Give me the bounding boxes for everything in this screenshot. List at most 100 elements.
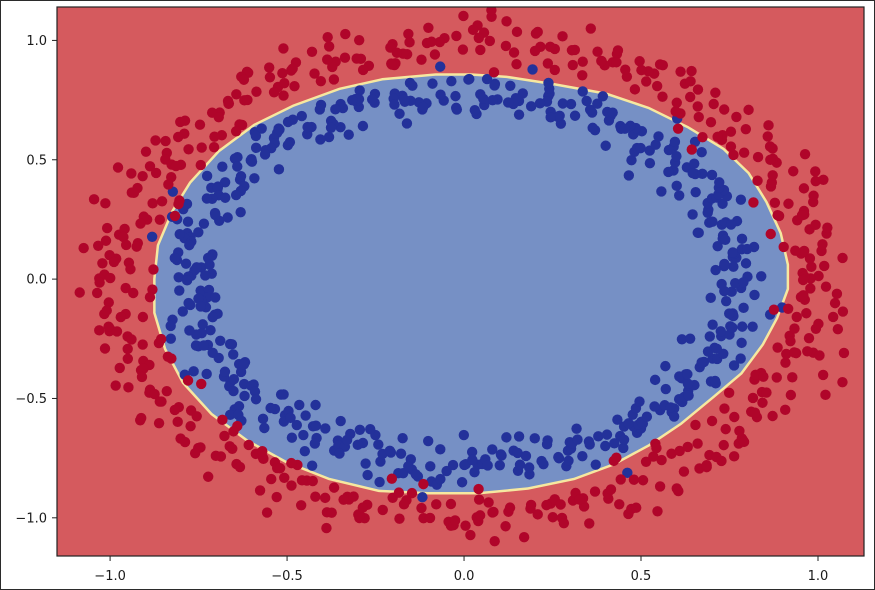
outer-ring-point (264, 72, 276, 83)
outer-ring-point (97, 258, 108, 269)
inner-ring-point (239, 390, 250, 402)
outer-ring-point (810, 219, 821, 231)
outer-ring-point (532, 509, 543, 520)
inner-ring-point (226, 339, 238, 350)
outer-ring-point (328, 74, 340, 85)
inner-ring-point (397, 432, 408, 444)
outer-ring-point (782, 303, 794, 314)
outer-ring-point (258, 453, 269, 465)
outer-ring-point (530, 28, 542, 39)
outer-ring-point (338, 494, 349, 505)
outer-ring-point (725, 126, 737, 137)
outer-ring-point (762, 131, 773, 142)
inner-ring-point (513, 431, 525, 442)
outer-ring-point (712, 131, 723, 143)
inner-ring-point (217, 161, 228, 172)
axes-layer (56, 6, 865, 557)
inner-ring-point (286, 432, 298, 443)
outer-ring-point (555, 499, 566, 510)
outer-ring-point (656, 454, 667, 466)
outer-ring-point (818, 174, 829, 185)
inner-ring-point (715, 326, 726, 337)
inner-ring-point (728, 261, 739, 272)
inner-ring-point (225, 409, 236, 420)
outer-ring-point (500, 40, 512, 52)
outer-ring-point (174, 195, 185, 206)
inner-ring-point (641, 411, 653, 422)
inner-ring-point (553, 451, 564, 463)
outer-ring-point (705, 117, 717, 128)
outer-ring-point (837, 252, 848, 264)
inner-ring-point (233, 401, 245, 412)
x-tick-label: 0.0 (454, 569, 475, 584)
outer-ring-point (652, 506, 663, 517)
inner-ring-point (249, 173, 260, 184)
outer-ring-point (473, 494, 485, 505)
outer-ring-point (488, 506, 499, 518)
outer-ring-point (838, 347, 850, 359)
outer-ring-point (234, 461, 246, 473)
outer-ring-point (483, 497, 494, 508)
inner-ring-point (384, 445, 396, 456)
inner-ring-series (146, 61, 788, 503)
inner-ring-point (590, 459, 601, 470)
outer-ring-point (831, 288, 843, 300)
outer-ring-point (398, 499, 410, 510)
outer-ring-point (772, 342, 783, 353)
inner-ring-point (435, 473, 446, 485)
outer-ring-point (765, 154, 776, 166)
outer-ring-point (155, 333, 167, 345)
outer-ring-point (278, 90, 289, 101)
inner-ring-point (747, 321, 758, 332)
outer-ring-point (637, 475, 649, 486)
inner-ring-point (446, 76, 457, 87)
outer-ring-point (771, 372, 782, 383)
outer-ring-point (489, 536, 500, 547)
inner-ring-point (736, 337, 747, 349)
outer-ring-point (641, 76, 652, 87)
outer-ring-point (100, 235, 112, 246)
inner-ring-point (668, 411, 680, 422)
outer-ring-point (101, 305, 112, 316)
outer-ring-point (137, 311, 149, 323)
inner-ring-point (660, 383, 671, 395)
outer-ring-point (765, 228, 776, 240)
outer-ring-point (322, 32, 333, 43)
inner-ring-point (612, 414, 623, 425)
outer-ring-point (484, 35, 496, 47)
outer-ring-point (748, 197, 759, 208)
inner-ring-point (315, 134, 326, 145)
outer-ring-point (100, 198, 111, 209)
outer-ring-point (542, 58, 554, 69)
inner-ring-point (592, 98, 603, 109)
outer-ring-point (817, 239, 828, 250)
outer-ring-point (813, 270, 824, 282)
outer-ring-point (465, 529, 476, 541)
outer-ring-point (268, 87, 280, 98)
outer-ring-point (154, 214, 166, 225)
inner-ring-point (597, 91, 609, 102)
outer-ring-point (230, 126, 242, 137)
inner-ring-point (619, 123, 631, 134)
outer-ring-point (671, 97, 682, 108)
inner-ring-point (174, 228, 185, 240)
inner-ring-point (394, 108, 405, 119)
outer-ring-point (123, 382, 134, 393)
outer-ring-point (796, 210, 808, 221)
outer-ring-point (781, 348, 792, 360)
inner-ring-point (501, 432, 512, 443)
outer-ring-point (773, 210, 785, 222)
inner-ring-point (366, 94, 378, 105)
inner-ring-point (347, 94, 358, 106)
inner-ring-point (469, 104, 480, 116)
inner-ring-point (487, 95, 498, 106)
inner-ring-point (593, 431, 604, 442)
inner-ring-point (193, 227, 204, 238)
outer-ring-point (827, 311, 839, 323)
inner-ring-point (201, 368, 212, 380)
inner-ring-point (395, 448, 407, 459)
outer-ring-point (416, 502, 427, 514)
inner-ring-point (696, 357, 707, 368)
outer-ring-point (326, 507, 337, 518)
outer-ring-point (473, 483, 484, 495)
